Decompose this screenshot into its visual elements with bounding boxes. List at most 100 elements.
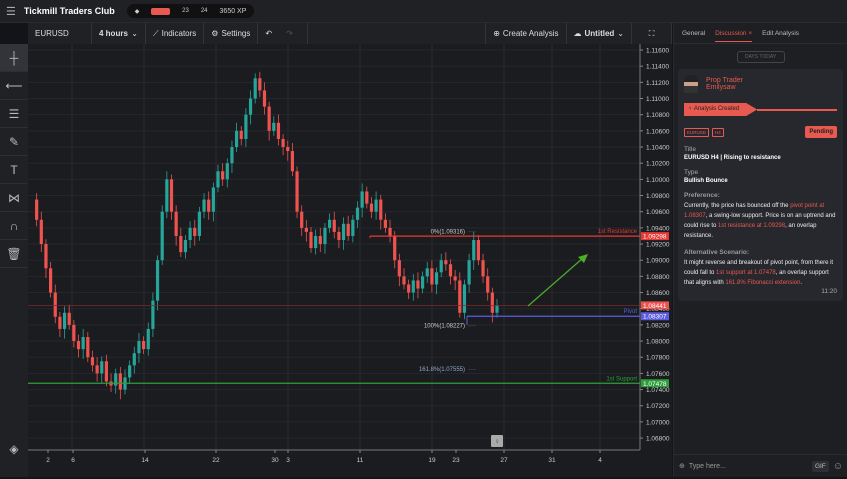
candle-body [230, 147, 234, 164]
add-icon[interactable]: ⊕ [679, 463, 685, 470]
fib-dots: ···· [468, 230, 476, 236]
candle-body [374, 199, 378, 212]
candle-body [132, 353, 136, 366]
chevron-down-icon: ⌄ [617, 29, 624, 38]
candle-body [328, 219, 332, 228]
candle-body [188, 227, 192, 240]
candle-body [76, 341, 81, 350]
emoji-icon[interactable]: ☺ [832, 460, 843, 472]
candle-body [81, 337, 85, 350]
trash-icon: 🗑 [6, 246, 22, 261]
y-tick-label: 1.09000 [646, 258, 670, 265]
chart-toolbar: EURUSD 4 hours ⌄ ⟋ Indicators ⚙ Settings ↶ ↷… [28, 23, 672, 44]
message-input[interactable]: ⊕ Type here... GIF ☺ [674, 454, 847, 477]
brush-icon: ✎ [8, 134, 20, 149]
x-tick-label: 27 [500, 457, 508, 464]
x-tick-label: 22 [212, 457, 220, 464]
analysis-created-badge: ♀ Analysis Created [684, 103, 758, 116]
analysis-panel: General Discussion × Edit Analysis DAYS … [673, 23, 847, 477]
create-analysis-label: Create Analysis [502, 29, 559, 38]
candle-body [486, 276, 490, 293]
x-tick-label: 6 [71, 457, 75, 464]
pattern-icon: ⋈ [8, 190, 20, 205]
tool-pattern[interactable]: ⋈ [0, 184, 28, 212]
cloud-upload-icon: ☁ [573, 29, 582, 38]
candle-body [476, 239, 480, 261]
history-controls: ↶ ↷ [258, 23, 309, 44]
candle-body [169, 179, 174, 212]
save-layout-button[interactable]: ☁ Untitled ⌄ [567, 23, 632, 44]
level-b: 24 [200, 8, 208, 14]
menu-icon[interactable]: ☰ [6, 5, 16, 18]
symbol-label: EURUSD [35, 29, 69, 38]
settings-button[interactable]: ⚙ Settings [204, 23, 259, 44]
xp-progress: ◆ 1 23 24 3650 XP [126, 4, 255, 18]
alternative-text: It might reverse and breakout of pivot p… [684, 258, 837, 288]
candle-body [323, 227, 327, 245]
indicators-button[interactable]: ⟋ Indicators [146, 23, 205, 44]
candle-body [44, 244, 48, 269]
candle-body [86, 337, 90, 358]
tool-magnet[interactable]: ∩ [0, 212, 28, 240]
y-tick-label: 1.09600 [646, 209, 670, 216]
candle-body [95, 365, 99, 374]
candle-body [434, 272, 439, 285]
close-icon[interactable]: × [748, 30, 753, 37]
interval-label: 4 hours [99, 29, 128, 38]
tool-fib[interactable]: ☰ [0, 100, 28, 128]
drawing-toolbar: ┼ ⟵ ☰ ✎ T ⋈ ∩ 🗑 ◈ [0, 44, 28, 477]
tab-discussion[interactable]: Discussion × [715, 24, 753, 42]
candle-body [90, 357, 95, 366]
tool-layers[interactable]: ◈ [0, 435, 28, 463]
fib-dots: ···· [468, 324, 476, 330]
candle-body [114, 373, 118, 386]
interval-select[interactable]: 4 hours ⌄ [92, 23, 146, 44]
x-tick-label: 4 [598, 457, 602, 464]
status-line-label: Analysis Created [693, 106, 740, 112]
candle-body [351, 219, 355, 236]
candle-body [388, 227, 392, 236]
alternative-label: Alternative Scenario: [684, 249, 750, 256]
price-tag-label: 1.09298 [643, 234, 667, 241]
symbol-selector[interactable]: EURUSD [28, 23, 92, 44]
redo-icon[interactable]: ↷ [286, 29, 293, 38]
candle-body [183, 239, 188, 253]
tab-edit-analysis[interactable]: Edit Analysis [762, 29, 800, 37]
chevron-down-icon: ⌄ [131, 29, 138, 38]
tool-brush[interactable]: ✎ [0, 128, 28, 156]
candle-body [462, 284, 467, 313]
gif-button[interactable]: GIF [811, 460, 829, 472]
y-tick-label: 1.07400 [646, 387, 670, 394]
fib-label: 161.8%(1.07555) [419, 367, 465, 373]
candle-body [272, 122, 276, 131]
chart-canvas[interactable]: 1.11600 1.11400 1.11200 1.11000 1.10800 1.106… [28, 44, 672, 477]
fib-label: 0%(1.09316) [431, 230, 465, 236]
candle-body [281, 138, 285, 148]
tool-line[interactable]: ⟵ [0, 72, 28, 100]
body-text: . [800, 280, 803, 286]
fullscreen-icon: ⛶ [648, 28, 655, 38]
layout-name: Untitled [584, 29, 615, 38]
candle-body [290, 151, 294, 172]
y-tick-label: 1.08600 [646, 290, 670, 297]
level-label: 1st Resistance [598, 229, 638, 235]
candle-body [100, 361, 104, 374]
indicators-label: Indicators [161, 29, 197, 38]
candle-body [49, 268, 53, 293]
y-tick-label: 1.10000 [646, 177, 670, 184]
price-chart[interactable]: 1.11600 1.11400 1.11200 1.11000 1.10800 1.106… [28, 44, 672, 477]
undo-icon[interactable]: ↶ [265, 29, 273, 38]
x-tick-label: 3 [286, 457, 290, 464]
tab-general[interactable]: General [682, 29, 706, 37]
candle-body [467, 260, 471, 285]
y-tick-label: 1.07200 [646, 403, 670, 410]
lightbulb-icon: ♀ [688, 106, 693, 112]
create-analysis-button[interactable]: ⊕ Create Analysis [485, 23, 567, 44]
app-header: ☰ Tickmill Traders Club ◆ 1 23 24 3650 XP [0, 0, 847, 23]
tool-trash[interactable]: 🗑 [0, 240, 28, 268]
fullscreen-button[interactable]: ⛶ [632, 23, 672, 44]
tool-crosshair[interactable]: ┼ [0, 44, 28, 72]
tool-text[interactable]: T [0, 156, 28, 184]
candle-body [137, 341, 141, 354]
price-tag-label: 1.08307 [643, 314, 667, 321]
